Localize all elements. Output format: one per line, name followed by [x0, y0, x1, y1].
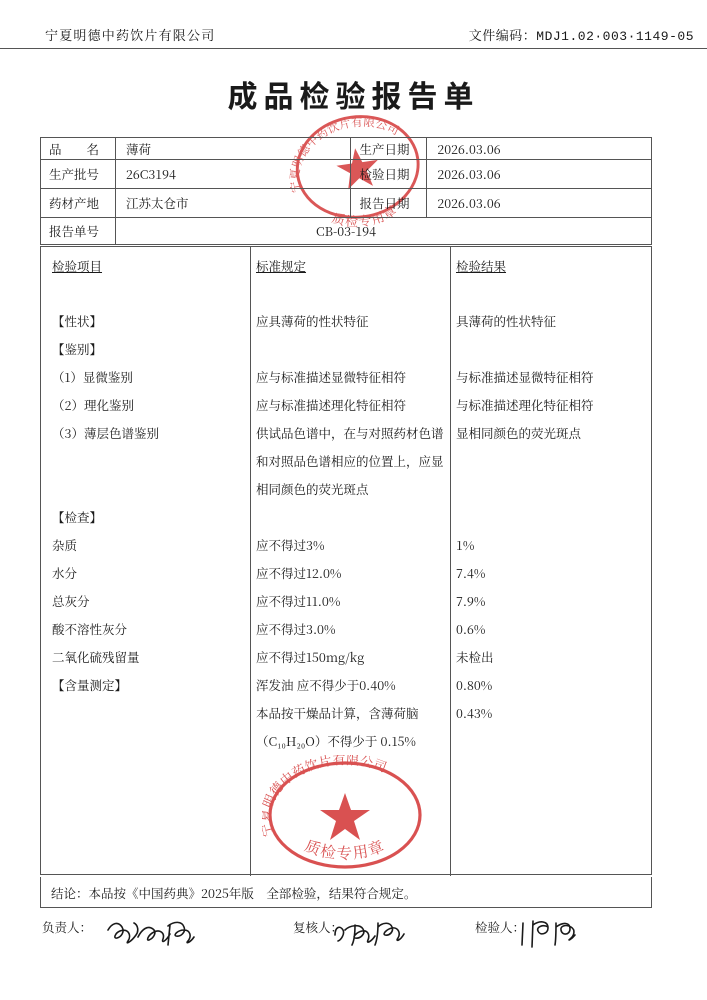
svg-text:质检专用章: 质检专用章 [302, 834, 388, 864]
svg-text:宁夏明德中药饮片有限公司: 宁夏明德中药饮片有限公司 [262, 755, 390, 839]
